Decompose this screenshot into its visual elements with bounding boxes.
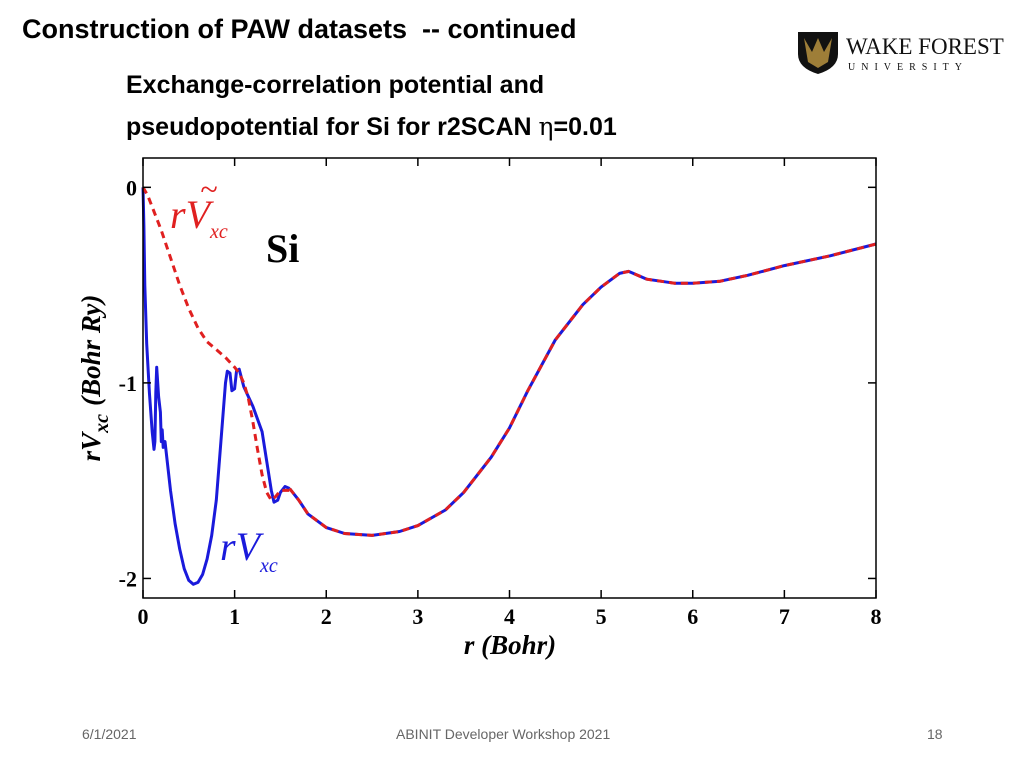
slide-subtitle: Exchange-correlation potential and pseud… <box>126 64 617 148</box>
series-common-dashed-line <box>288 242 877 537</box>
y-axis-label-unit: (Bohr Ry) <box>76 295 106 406</box>
x-tick-label: 5 <box>596 604 607 629</box>
x-tick-label: 2 <box>321 604 332 629</box>
shield-icon <box>798 32 838 74</box>
x-tick-label: 6 <box>687 604 698 629</box>
y-tick-label: -2 <box>119 566 137 591</box>
eta-symbol: η <box>538 112 554 141</box>
footer-event: ABINIT Developer Workshop 2021 <box>396 726 611 742</box>
logo-name: WAKE FOREST <box>846 34 1004 59</box>
y-tick-label: -1 <box>119 371 137 396</box>
series-rvxc-line <box>141 187 291 586</box>
tilde-label-sub: xc <box>209 221 228 243</box>
x-tick-label: 1 <box>229 604 240 629</box>
y-tick-label: 0 <box>126 175 137 200</box>
x-tick-label: 4 <box>504 604 515 629</box>
subtitle-line-1: Exchange-correlation potential and <box>126 71 545 99</box>
svg-text:rVxc: rVxc <box>170 192 228 243</box>
x-tick-label: 7 <box>779 604 790 629</box>
subtitle-line-2: pseudopotential for Si for r2SCAN η=0.01 <box>126 106 617 148</box>
subtitle-line-2-text: pseudopotential for Si for r2SCAN <box>126 113 539 141</box>
tilde-accent: ~ <box>200 171 217 207</box>
element-label: Si <box>266 226 299 271</box>
logo-sub: UNIVERSITY <box>848 62 968 73</box>
footer-date: 6/1/2021 <box>82 726 137 742</box>
y-axis-label-sub: xc <box>91 414 113 434</box>
legend-rvxc: rVxc <box>220 524 278 577</box>
y-axis-label-main: rV <box>76 431 106 462</box>
x-tick-label: 8 <box>871 604 882 629</box>
legend-rvxc-tilde: rVxc ~ <box>170 171 228 243</box>
x-axis-label: r (Bohr) <box>464 630 556 660</box>
rvxc-label-sub: xc <box>259 555 278 577</box>
x-tick-label: 3 <box>412 604 423 629</box>
eta-value: =0.01 <box>553 113 617 141</box>
footer-page-number: 18 <box>927 726 943 742</box>
series-common-solid-line <box>288 242 877 537</box>
tilde-label-main: rV <box>170 192 215 237</box>
x-tick-label: 0 <box>138 604 149 629</box>
slide-title: Construction of PAW datasets -- continue… <box>22 14 577 44</box>
wake-forest-logo: WAKE FOREST UNIVERSITY <box>798 32 1004 74</box>
svg-text:rVxc(Bohr Ry): rVxc (Bohr Ry) <box>76 295 113 462</box>
svg-text:rVxc: rVxc <box>220 524 278 577</box>
y-axis-label: rVxc (Bohr Ry) <box>76 295 113 462</box>
series-rvxc-tilde-line <box>141 186 290 503</box>
rvxc-label-main: rV <box>220 524 265 569</box>
